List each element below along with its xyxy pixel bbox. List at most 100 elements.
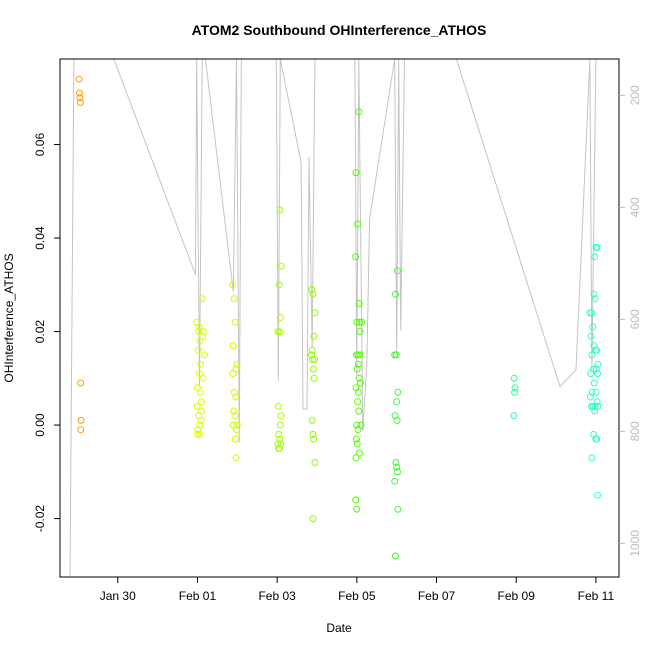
data-point bbox=[353, 505, 361, 513]
data-point bbox=[356, 449, 364, 457]
y-tick-label: 0.02 bbox=[33, 320, 47, 344]
data-point bbox=[193, 402, 201, 410]
data-point bbox=[233, 426, 240, 434]
altitude-trace-layer bbox=[69, 59, 597, 577]
data-point bbox=[586, 393, 594, 401]
data-point bbox=[393, 398, 401, 406]
data-point bbox=[353, 440, 361, 448]
data-point bbox=[277, 412, 285, 420]
data-point bbox=[590, 290, 598, 298]
data-point bbox=[231, 388, 238, 396]
data-point bbox=[197, 360, 205, 368]
data-point bbox=[276, 206, 284, 214]
data-point bbox=[275, 444, 283, 452]
data-point bbox=[588, 309, 596, 317]
x-tick-label: Jan 30 bbox=[100, 589, 136, 603]
data-point bbox=[233, 421, 241, 429]
data-point bbox=[199, 332, 207, 340]
series-group bbox=[510, 374, 519, 420]
data-point bbox=[593, 398, 601, 406]
data-point bbox=[592, 388, 600, 396]
data-point bbox=[277, 262, 285, 270]
data-point bbox=[392, 459, 400, 466]
data-point bbox=[309, 365, 317, 373]
data-point bbox=[197, 398, 205, 406]
data-point bbox=[233, 360, 241, 368]
data-point bbox=[394, 468, 401, 476]
pressure-tick-label: 200 bbox=[628, 85, 642, 105]
data-point bbox=[308, 416, 316, 424]
series-group bbox=[274, 206, 285, 452]
data-point bbox=[309, 290, 317, 298]
data-point bbox=[355, 407, 363, 415]
data-point bbox=[591, 295, 599, 303]
data-point bbox=[196, 388, 204, 396]
data-point bbox=[593, 243, 601, 251]
data-point bbox=[76, 89, 83, 97]
data-point bbox=[310, 332, 318, 340]
data-point bbox=[392, 290, 399, 298]
data-point bbox=[391, 412, 399, 420]
data-point bbox=[229, 281, 236, 289]
data-point bbox=[394, 388, 402, 396]
data-point bbox=[276, 328, 283, 336]
data-point bbox=[230, 295, 238, 303]
series-group bbox=[586, 243, 602, 499]
data-point bbox=[198, 295, 206, 303]
data-point bbox=[591, 253, 599, 261]
data-point bbox=[77, 379, 85, 387]
data-point bbox=[311, 459, 319, 466]
x-tick-label: Feb 09 bbox=[498, 589, 536, 603]
data-point bbox=[229, 370, 237, 378]
data-point bbox=[593, 346, 601, 354]
data-point bbox=[196, 430, 203, 438]
data-point bbox=[352, 454, 360, 462]
data-point bbox=[354, 360, 362, 368]
data-point bbox=[594, 360, 602, 368]
data-point bbox=[309, 515, 317, 523]
data-point bbox=[510, 412, 518, 420]
data-point bbox=[594, 370, 601, 378]
data-point bbox=[588, 402, 595, 410]
data-point bbox=[354, 220, 362, 228]
data-point bbox=[393, 463, 401, 471]
data-point bbox=[232, 454, 240, 462]
x-tick-label: Feb 03 bbox=[258, 589, 296, 603]
data-point bbox=[510, 374, 518, 382]
data-point bbox=[308, 346, 316, 354]
y-axis-label: OHInterference_ATHOS bbox=[2, 253, 16, 382]
data-point bbox=[588, 388, 596, 396]
data-point bbox=[391, 477, 399, 485]
pressure-tick-label: 1000 bbox=[628, 530, 642, 557]
plot-frame bbox=[59, 58, 620, 578]
data-point bbox=[308, 286, 316, 293]
data-point bbox=[230, 407, 238, 415]
data-point bbox=[591, 407, 599, 415]
data-point bbox=[358, 318, 366, 326]
data-point bbox=[231, 412, 239, 420]
x-tick-label: Feb 07 bbox=[418, 589, 456, 603]
data-point bbox=[196, 370, 203, 378]
pressure-tick-label: 800 bbox=[628, 421, 642, 441]
chart-title: ATOM2 Southbound OHInterference_ATHOS bbox=[192, 22, 487, 38]
data-point bbox=[201, 351, 209, 359]
data-point bbox=[309, 430, 317, 438]
data-point bbox=[231, 318, 239, 326]
data-point bbox=[275, 430, 283, 438]
data-point bbox=[594, 491, 601, 499]
data-point bbox=[194, 346, 202, 354]
data-point bbox=[352, 435, 360, 443]
data-point bbox=[229, 421, 237, 429]
data-point bbox=[310, 435, 318, 443]
data-point bbox=[356, 351, 364, 359]
data-point bbox=[588, 454, 596, 462]
data-point bbox=[588, 351, 596, 359]
data-point bbox=[356, 379, 364, 387]
data-point bbox=[352, 253, 360, 261]
data-point bbox=[587, 332, 595, 340]
data-point bbox=[195, 323, 203, 331]
data-point bbox=[356, 328, 364, 336]
data-point bbox=[357, 421, 365, 429]
data-point bbox=[353, 421, 361, 429]
data-point bbox=[355, 374, 363, 382]
